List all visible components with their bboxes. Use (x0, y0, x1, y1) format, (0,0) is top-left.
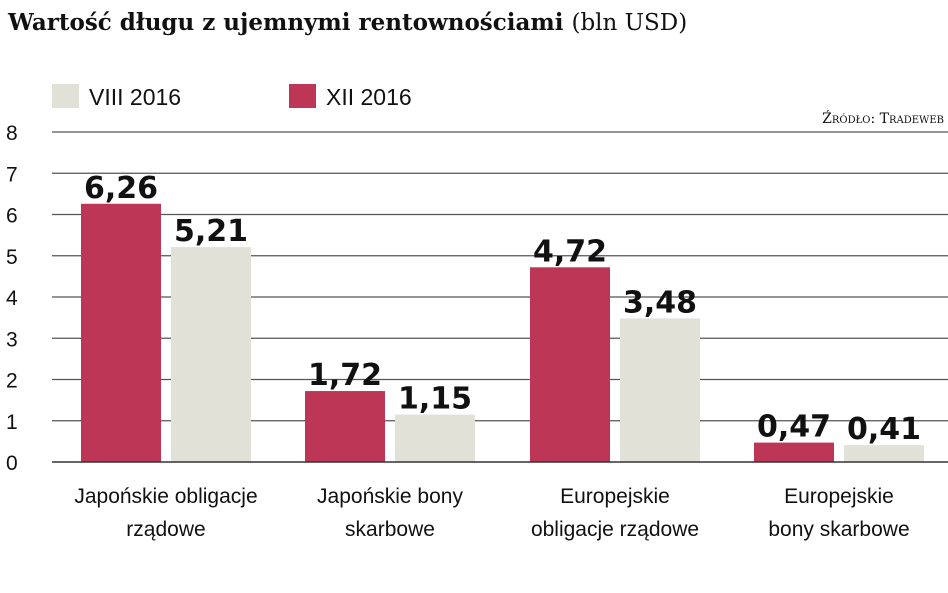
bar-viii-2016-3 (620, 318, 700, 462)
y-tick-label-0: 0 (6, 452, 18, 475)
value-labels: 6,26 5,21 1,72 1,15 4,72 3,48 0,47 0,41 (84, 171, 921, 447)
bar-viii-2016-1 (171, 247, 251, 462)
value-label-xii-2016-1: 6,26 (84, 171, 158, 206)
chart-title-unit: (bln USD) (571, 10, 687, 36)
chart-title-main: Wartość długu z ujemnymi rentownościami (7, 9, 564, 36)
category-label-4-line-1: Europejskie (784, 485, 894, 508)
legend-swatch-viii-2016 (52, 84, 79, 108)
y-tick-label-2: 2 (6, 370, 18, 393)
category-label-4-line-2: bony skarbowe (768, 518, 909, 541)
y-tick-label-8: 8 (6, 122, 18, 145)
category-label-2-line-1: Japońskie bony (317, 485, 463, 508)
bar-xii-2016-4 (754, 442, 834, 462)
y-tick-label-7: 7 (6, 163, 18, 186)
category-label-3-line-1: Europejskie (560, 485, 670, 508)
legend-label-viii-2016: VIII 2016 (89, 84, 181, 110)
value-label-xii-2016-3: 4,72 (533, 234, 607, 269)
x-axis-categories: Japońskie obligacje rządowe Japońskie bony… (74, 485, 909, 541)
bar-viii-2016-2 (395, 414, 475, 462)
value-label-xii-2016-2: 1,72 (308, 358, 382, 393)
y-tick-label-1: 1 (6, 411, 18, 434)
legend-label-xii-2016: XII 2016 (326, 84, 412, 110)
value-label-xii-2016-4: 0,47 (757, 410, 831, 445)
value-label-viii-2016-1: 5,21 (174, 214, 248, 249)
source-note: Źródło: Tradeweb (822, 109, 944, 127)
y-tick-label-3: 3 (6, 328, 18, 351)
chart-title: Wartość długu z ujemnymi rentownościami (… (7, 9, 687, 36)
y-tick-label-6: 6 (6, 205, 18, 228)
category-label-1-line-2: rządowe (126, 518, 205, 541)
y-axis-ticks: 0 1 2 3 4 5 6 7 8 (6, 122, 18, 475)
category-label-3-line-2: obligacje rządowe (531, 518, 699, 541)
bar-viii-2016-4 (844, 445, 924, 462)
chart-title-text: Wartość długu z ujemnymi rentownościami (… (7, 9, 687, 36)
y-tick-label-4: 4 (6, 287, 18, 310)
category-label-1-line-1: Japońskie obligacje (74, 485, 257, 508)
bar-xii-2016-1 (81, 203, 161, 462)
y-tick-label-5: 5 (6, 246, 18, 269)
category-label-2-line-2: skarbowe (345, 518, 435, 541)
bar-xii-2016-2 (305, 391, 385, 462)
value-label-viii-2016-2: 1,15 (398, 382, 472, 417)
legend-swatch-xii-2016 (289, 84, 316, 108)
value-label-viii-2016-3: 3,48 (623, 285, 697, 320)
bar-xii-2016-3 (530, 267, 610, 462)
value-label-viii-2016-4: 0,41 (847, 412, 921, 447)
bars (81, 203, 924, 462)
legend-item-viii-2016: VIII 2016 (52, 84, 181, 110)
legend: VIII 2016 XII 2016 (52, 84, 412, 110)
legend-item-xii-2016: XII 2016 (289, 84, 412, 110)
